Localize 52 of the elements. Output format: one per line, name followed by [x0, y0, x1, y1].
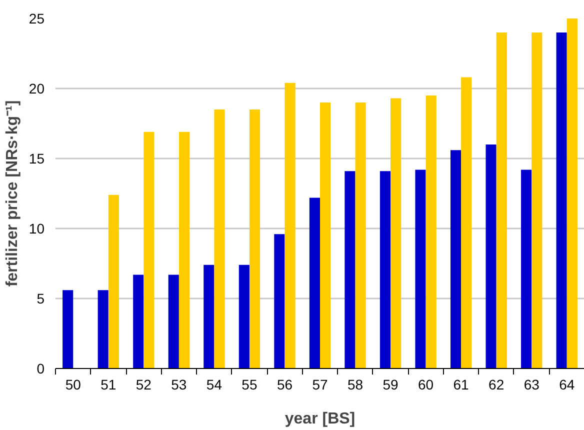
y-tick-label: 25 [28, 10, 45, 26]
x-tick-label: 51 [100, 376, 116, 392]
x-tick-label: 54 [206, 376, 222, 392]
bar [556, 32, 567, 368]
x-tick-label: 59 [382, 376, 399, 392]
bar [450, 150, 462, 368]
bar [566, 18, 578, 368]
y-tick-label: 20 [28, 80, 45, 96]
x-tick-label: 62 [488, 376, 504, 392]
bar [390, 98, 402, 368]
bar [521, 170, 532, 368]
bar [426, 96, 436, 368]
bar [108, 194, 119, 368]
bar [249, 110, 260, 368]
bar [380, 171, 391, 368]
bar [496, 32, 507, 368]
bar [486, 144, 496, 368]
bar [415, 170, 426, 368]
bar [238, 264, 250, 368]
y-tick-label: 0 [36, 360, 45, 376]
bar [178, 132, 190, 368]
bar [168, 274, 179, 368]
y-axis-title: fertilizer price [NRs·kg⁻¹] [4, 100, 21, 287]
bar [344, 171, 356, 368]
x-tick-label: 50 [65, 376, 82, 392]
x-tick-label: 55 [242, 376, 258, 392]
bar [204, 264, 214, 368]
bar [144, 132, 154, 368]
bar [274, 234, 285, 368]
x-axis-title: year [BS] [284, 410, 356, 428]
bar [214, 110, 225, 368]
x-tick-label: 56 [276, 376, 293, 392]
bar [461, 77, 472, 368]
y-tick-label: 15 [28, 150, 45, 166]
x-tick-label: 64 [559, 376, 575, 392]
bar [284, 82, 296, 368]
bar [309, 198, 320, 368]
x-tick-label: 57 [312, 376, 328, 392]
x-tick-label: 52 [136, 376, 152, 392]
x-tick-label: 58 [347, 376, 364, 392]
bar [62, 290, 74, 368]
bar [98, 290, 108, 368]
bar [355, 102, 366, 368]
x-tick-label: 53 [171, 376, 187, 392]
x-tick-label: 63 [524, 376, 540, 392]
y-tick-label: 10 [28, 220, 45, 236]
x-tick-label: 60 [418, 376, 434, 392]
bar [320, 102, 331, 368]
x-tick-label: 61 [453, 376, 470, 392]
bar [133, 274, 144, 368]
bar [532, 32, 542, 368]
y-tick-label: 5 [36, 290, 45, 306]
